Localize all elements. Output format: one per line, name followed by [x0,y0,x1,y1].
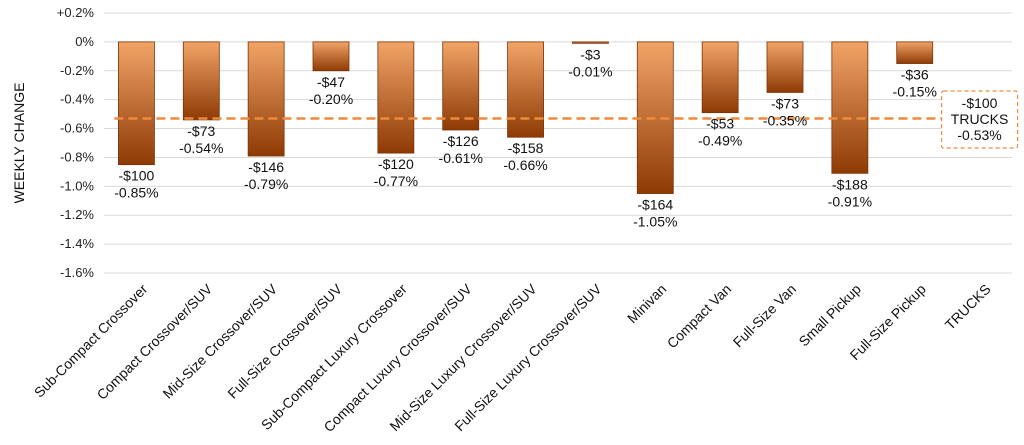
data-label-dollar: -$73 [771,95,799,111]
bar [442,41,480,131]
reference-label-text: -0.53% [957,127,1001,143]
data-label-dollar: -$126 [443,133,479,149]
data-label-dollar: -$36 [901,67,929,83]
reference-label-text: TRUCKS [951,111,1009,127]
bar [896,41,934,64]
bar [182,41,220,121]
data-label-percent: -0.66% [503,157,547,173]
y-tick-label: -0.8% [60,149,94,164]
data-label-percent: -0.79% [244,176,288,192]
bar [701,41,739,114]
data-label-percent: -0.91% [828,193,872,209]
data-label-percent: -0.54% [179,140,223,156]
grid-lines [104,12,1012,274]
category-label: TRUCKS [942,281,994,333]
y-axis-title: WEEKLY CHANGE [11,83,27,204]
y-tick-label: -0.4% [60,92,94,107]
bar [572,41,609,44]
bar [118,41,155,166]
data-label-percent: -0.01% [568,63,612,79]
reference-label-text: -$100 [962,95,998,111]
bars [118,41,934,194]
y-axis-ticks: +0.2% 0% -0.2% -0.4% -0.6% -0.8% -1.0% -1.2% -1.… [57,5,95,280]
data-label-percent: -0.77% [374,173,418,189]
category-label: Compact Crossover/SUV [94,280,216,402]
data-label-percent: -0.49% [698,133,742,149]
bar [247,41,285,157]
category-label: Full-Size Van [730,281,799,350]
y-tick-label: -1.0% [60,178,94,193]
y-tick-label: -1.2% [60,207,94,222]
data-label-percent: -0.61% [439,150,483,166]
category-label: Minivan [624,281,669,326]
data-label-percent: -0.35% [763,112,807,128]
data-label-percent: -0.15% [893,84,937,100]
y-tick-label: 0% [75,34,94,49]
data-label-dollar: -$100 [119,168,155,184]
bar [377,41,415,154]
data-label-dollar: -$164 [637,197,673,213]
bar [312,41,350,72]
data-label-percent: -0.85% [114,185,158,201]
data-labels: -$100-0.85%-$73-0.54%-$146-0.79%-$47-0.2… [114,46,937,229]
category-label: Full-Size Crossover/SUV [224,280,345,401]
data-label-dollar: -$47 [317,74,345,90]
data-label-dollar: -$53 [706,116,734,132]
data-label-dollar: -$158 [508,140,544,156]
bar [766,41,804,93]
data-label-dollar: -$188 [832,176,868,192]
data-label-percent: -0.20% [309,91,353,107]
data-label-dollar: -$73 [187,123,215,139]
data-label-dollar: -$3 [580,46,600,62]
y-tick-label: -0.2% [60,63,94,78]
bar [831,41,869,174]
y-tick-label: -1.4% [60,236,94,251]
data-label-dollar: -$146 [248,159,284,175]
y-tick-label: -1.6% [60,265,94,280]
y-tick-label: -0.6% [60,121,94,136]
data-label-dollar: -$120 [378,156,414,172]
reference-label-box [940,90,1019,149]
category-label: Compact Van [664,281,735,352]
category-label: Sub-Compact Crossover [31,281,151,401]
category-label: Mid-Size Crossover/SUV [159,280,280,401]
y-tick-label: +0.2% [57,5,95,20]
data-label-percent: -1.05% [633,214,677,230]
bar [507,41,544,138]
category-label: Small Pickup [795,281,864,350]
